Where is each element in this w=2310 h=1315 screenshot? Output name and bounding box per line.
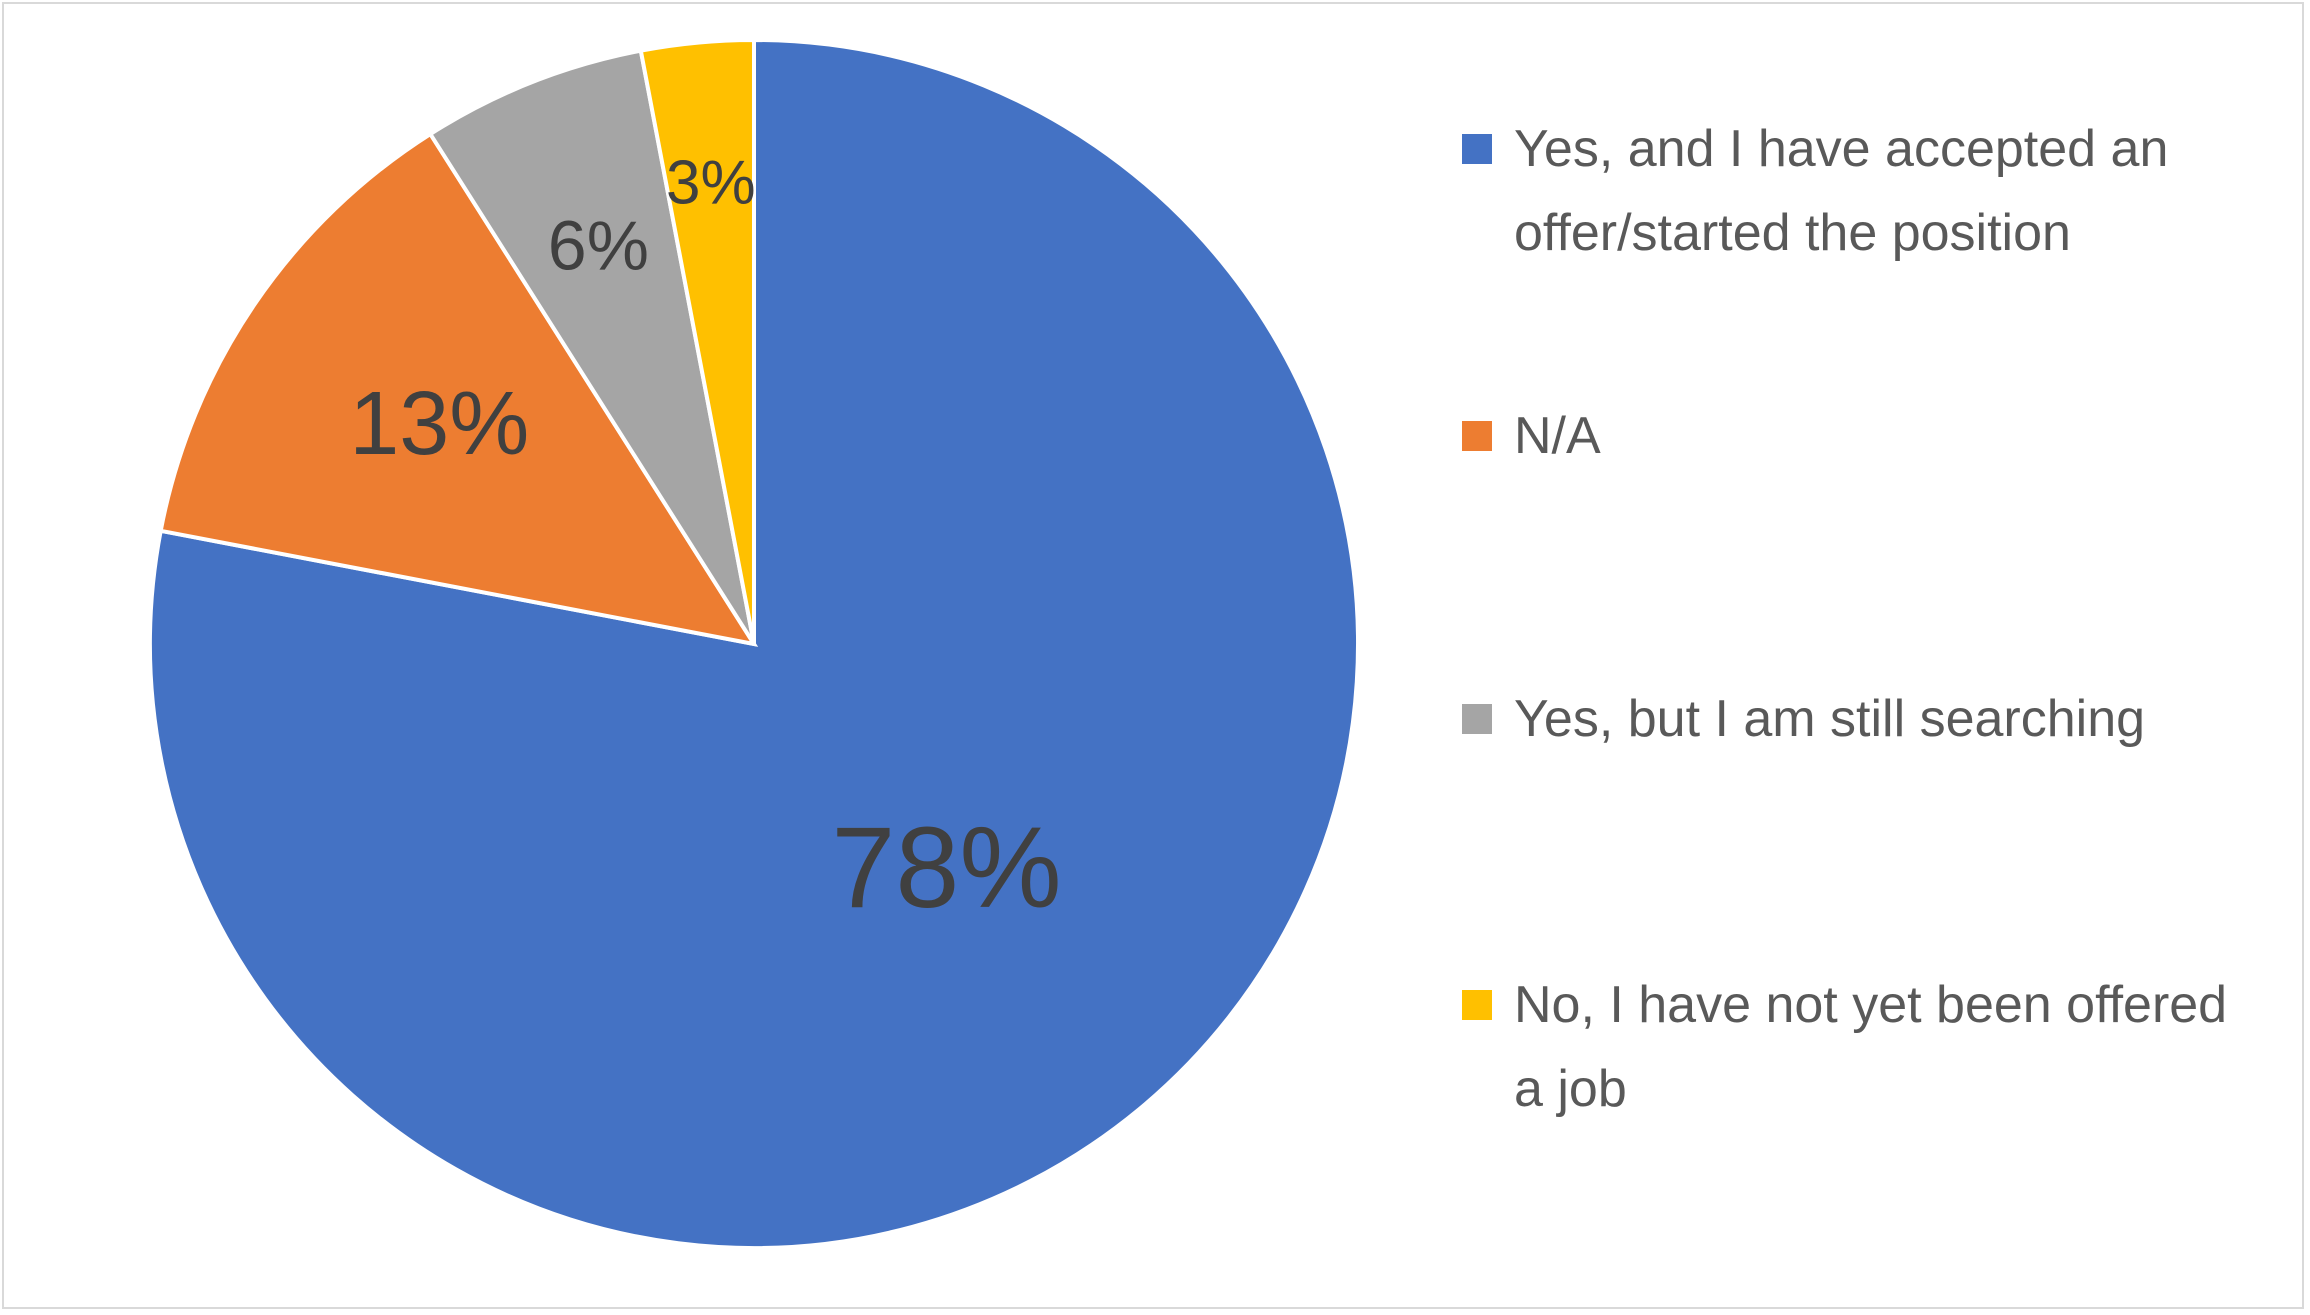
legend-swatch (1462, 704, 1492, 734)
legend-label: N/A (1514, 407, 1601, 465)
data-label: 78% (831, 804, 1061, 932)
legend-swatch (1462, 421, 1492, 451)
legend-swatch (1462, 134, 1492, 164)
pie-slice (158, 131, 759, 647)
data-label: 13% (349, 374, 529, 474)
pie-slice (638, 37, 756, 645)
legend-item: No, I have not yet been offered a job (1462, 963, 2262, 1131)
legend-item: Yes, but I am still searching (1462, 677, 2262, 761)
legend-item: Yes, and I have accepted an offer/starte… (1462, 107, 2262, 275)
legend-swatch (1462, 990, 1492, 1020)
data-label: 6% (548, 206, 649, 284)
legend-label: Yes, and I have accepted an offer/starte… (1514, 120, 2169, 262)
legend-label: Yes, but I am still searching (1514, 690, 2146, 748)
legend-item: N/A (1462, 394, 2262, 478)
pie-slice (427, 48, 756, 646)
data-label: 3% (666, 148, 756, 217)
legend-label: No, I have not yet been offered a job (1514, 976, 2228, 1118)
